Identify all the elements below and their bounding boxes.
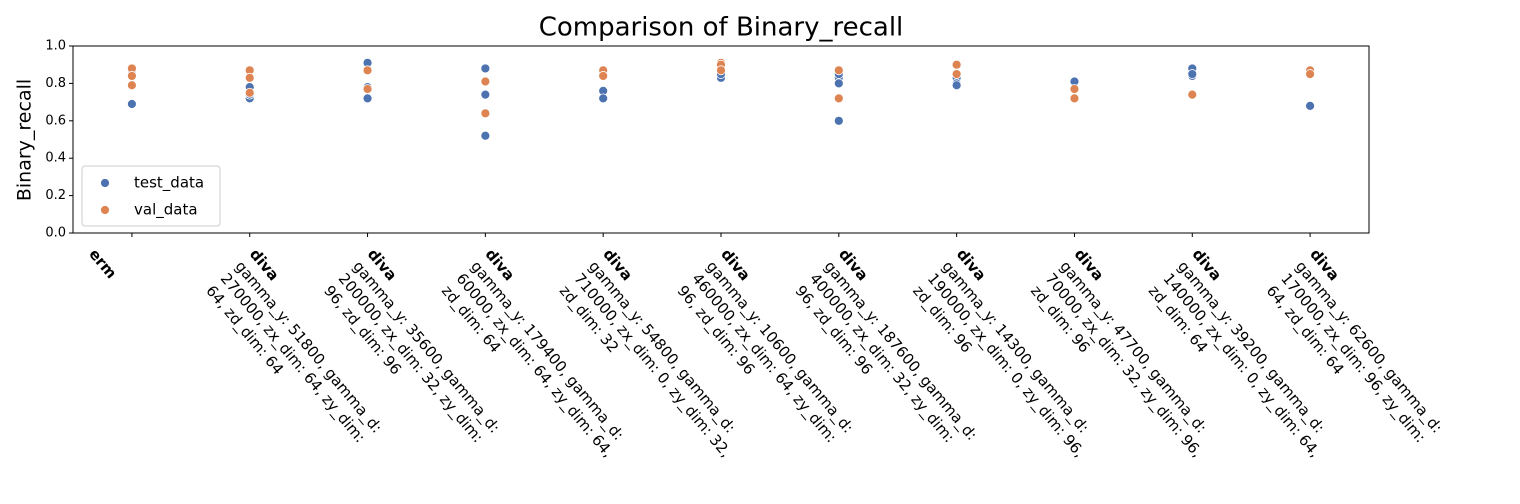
data-point (127, 71, 137, 81)
data-point (1069, 84, 1080, 94)
y-tick-label: 0.0 (45, 226, 66, 241)
data-point (362, 84, 373, 94)
data-point (480, 89, 491, 100)
y-tick-label: 0.6 (45, 113, 66, 128)
chart-title: Comparison of Binary_recall (539, 13, 904, 43)
data-point (480, 108, 491, 119)
y-tick-label: 0.4 (45, 151, 66, 166)
data-point (1187, 69, 1198, 79)
data-point (1187, 89, 1198, 100)
data-point (362, 65, 373, 76)
data-point (1069, 93, 1080, 104)
data-point (716, 65, 726, 76)
legend-box (81, 165, 221, 227)
data-point (598, 93, 609, 104)
data-point (1305, 69, 1315, 79)
data-point (598, 71, 609, 81)
data-point (480, 76, 491, 87)
data-point (127, 99, 137, 109)
y-tick-label: 1.0 (45, 39, 66, 54)
y-axis-label: Binary_recall (14, 79, 36, 201)
x-tick-label: erm (85, 245, 120, 282)
data-point (480, 130, 491, 141)
data-point (244, 72, 255, 83)
data-point (951, 59, 962, 70)
data-point (833, 65, 844, 76)
data-point (127, 80, 137, 91)
data-point (244, 87, 255, 98)
legend-marker (100, 205, 110, 215)
data-point (951, 80, 962, 91)
legend-label: test_data (134, 174, 204, 193)
data-point (480, 63, 491, 74)
legend-label: val_data (134, 201, 198, 220)
y-tick-label: 0.8 (45, 76, 66, 91)
data-point (951, 69, 962, 79)
data-point (833, 78, 844, 89)
data-point (362, 93, 373, 104)
y-tick-label: 0.2 (45, 188, 66, 203)
data-point (833, 115, 844, 126)
legend-marker (100, 178, 110, 188)
data-point (1305, 100, 1315, 111)
data-point (833, 93, 844, 104)
x-tick-label-head: erm (85, 245, 120, 282)
